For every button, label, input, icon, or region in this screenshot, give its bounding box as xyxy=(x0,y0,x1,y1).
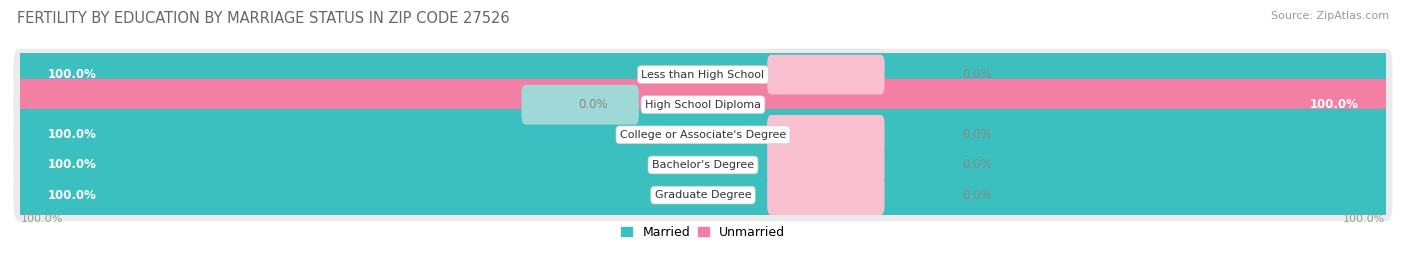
Text: 100.0%: 100.0% xyxy=(48,68,97,81)
FancyBboxPatch shape xyxy=(14,79,1392,131)
Text: 0.0%: 0.0% xyxy=(962,68,993,81)
FancyBboxPatch shape xyxy=(768,115,884,155)
FancyBboxPatch shape xyxy=(768,55,884,94)
Text: 0.0%: 0.0% xyxy=(962,158,993,171)
Text: 0.0%: 0.0% xyxy=(962,189,993,201)
FancyBboxPatch shape xyxy=(14,109,1392,161)
FancyBboxPatch shape xyxy=(14,109,1392,161)
FancyBboxPatch shape xyxy=(14,169,1392,221)
FancyBboxPatch shape xyxy=(768,175,884,215)
Text: Bachelor's Degree: Bachelor's Degree xyxy=(652,160,754,170)
Text: 100.0%: 100.0% xyxy=(1343,214,1385,224)
FancyBboxPatch shape xyxy=(14,169,1392,221)
FancyBboxPatch shape xyxy=(14,139,1392,191)
Text: 0.0%: 0.0% xyxy=(578,98,607,111)
FancyBboxPatch shape xyxy=(14,49,1392,101)
FancyBboxPatch shape xyxy=(14,49,1392,101)
Text: 100.0%: 100.0% xyxy=(48,158,97,171)
Text: Graduate Degree: Graduate Degree xyxy=(655,190,751,200)
FancyBboxPatch shape xyxy=(14,79,1392,131)
Text: College or Associate's Degree: College or Associate's Degree xyxy=(620,130,786,140)
Text: 100.0%: 100.0% xyxy=(1309,98,1358,111)
FancyBboxPatch shape xyxy=(14,139,1392,191)
Text: 100.0%: 100.0% xyxy=(48,128,97,141)
Text: 100.0%: 100.0% xyxy=(48,189,97,201)
FancyBboxPatch shape xyxy=(522,85,638,125)
Text: Less than High School: Less than High School xyxy=(641,70,765,80)
Text: High School Diploma: High School Diploma xyxy=(645,100,761,110)
Text: FERTILITY BY EDUCATION BY MARRIAGE STATUS IN ZIP CODE 27526: FERTILITY BY EDUCATION BY MARRIAGE STATU… xyxy=(17,11,509,26)
Text: Source: ZipAtlas.com: Source: ZipAtlas.com xyxy=(1271,11,1389,21)
Text: 0.0%: 0.0% xyxy=(962,128,993,141)
Legend: Married, Unmarried: Married, Unmarried xyxy=(616,221,790,244)
FancyBboxPatch shape xyxy=(768,145,884,185)
Text: 100.0%: 100.0% xyxy=(21,214,63,224)
